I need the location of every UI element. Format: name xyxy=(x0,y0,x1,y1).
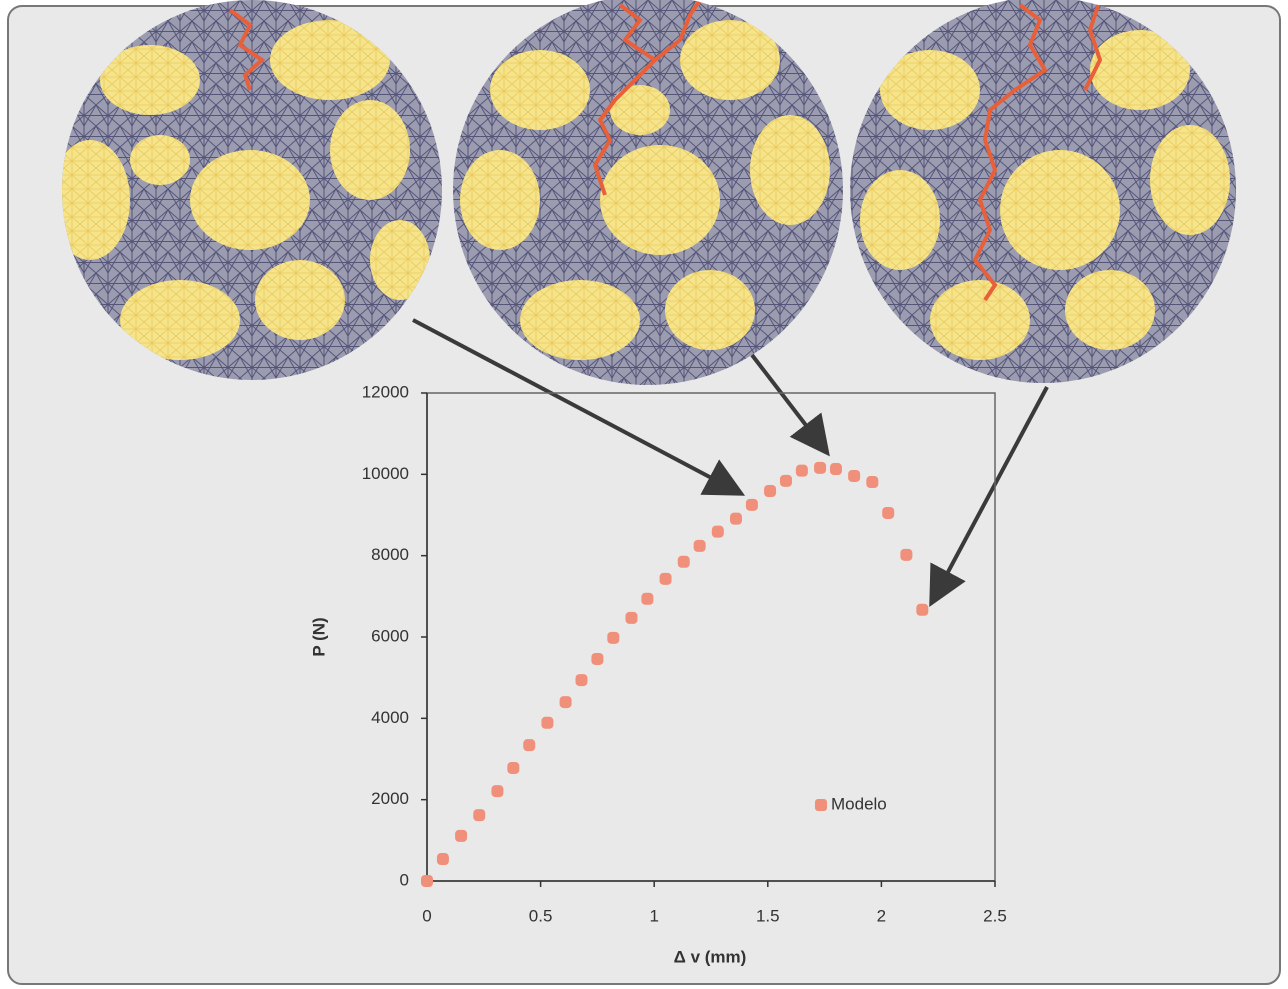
point xyxy=(764,485,777,498)
point xyxy=(523,739,536,752)
point xyxy=(625,611,638,624)
y-tick-label: 0 xyxy=(400,870,409,889)
point xyxy=(814,461,827,474)
point xyxy=(436,853,449,866)
point xyxy=(575,674,588,687)
x-tick-label: 1.5 xyxy=(756,906,780,925)
y-axis-label: P (N) xyxy=(309,617,328,656)
y-tick-label: 4000 xyxy=(371,708,409,727)
x-tick-label: 0 xyxy=(422,906,431,925)
point xyxy=(421,875,433,887)
legend-marker xyxy=(815,799,827,811)
x-tick-label: 2 xyxy=(877,906,886,925)
x-tick-label: 0.5 xyxy=(529,906,553,925)
point xyxy=(507,761,520,774)
point xyxy=(795,464,808,477)
y-tick-label: 8000 xyxy=(371,545,409,564)
y-tick-label: 6000 xyxy=(371,626,409,645)
x-axis-label: Δ v (mm) xyxy=(674,947,747,966)
point xyxy=(559,696,572,709)
arrow xyxy=(750,353,830,457)
point xyxy=(866,476,879,489)
legend-label: Modelo xyxy=(831,794,887,813)
x-tick-label: 2.5 xyxy=(983,906,1007,925)
mesh-image xyxy=(850,0,1236,383)
mesh-image xyxy=(62,0,442,380)
y-tick-label: 10000 xyxy=(362,464,409,483)
point xyxy=(882,506,895,519)
point xyxy=(693,539,706,552)
point xyxy=(677,555,690,568)
point xyxy=(779,474,792,487)
arrow xyxy=(929,386,1049,608)
point xyxy=(829,463,842,476)
mesh-image xyxy=(453,0,843,385)
point xyxy=(711,525,724,538)
point xyxy=(607,631,620,644)
point xyxy=(745,498,758,511)
point xyxy=(591,652,604,665)
point xyxy=(541,716,554,729)
arrow xyxy=(412,318,746,496)
point xyxy=(848,469,861,482)
y-tick-label: 12000 xyxy=(362,382,409,401)
x-tick-label: 1 xyxy=(649,906,658,925)
y-tick-label: 2000 xyxy=(371,789,409,808)
point xyxy=(473,809,486,822)
point xyxy=(729,512,742,525)
point xyxy=(455,829,468,842)
point xyxy=(659,572,672,585)
point xyxy=(491,785,504,798)
point xyxy=(641,592,654,605)
point xyxy=(916,603,929,616)
point xyxy=(900,548,913,561)
